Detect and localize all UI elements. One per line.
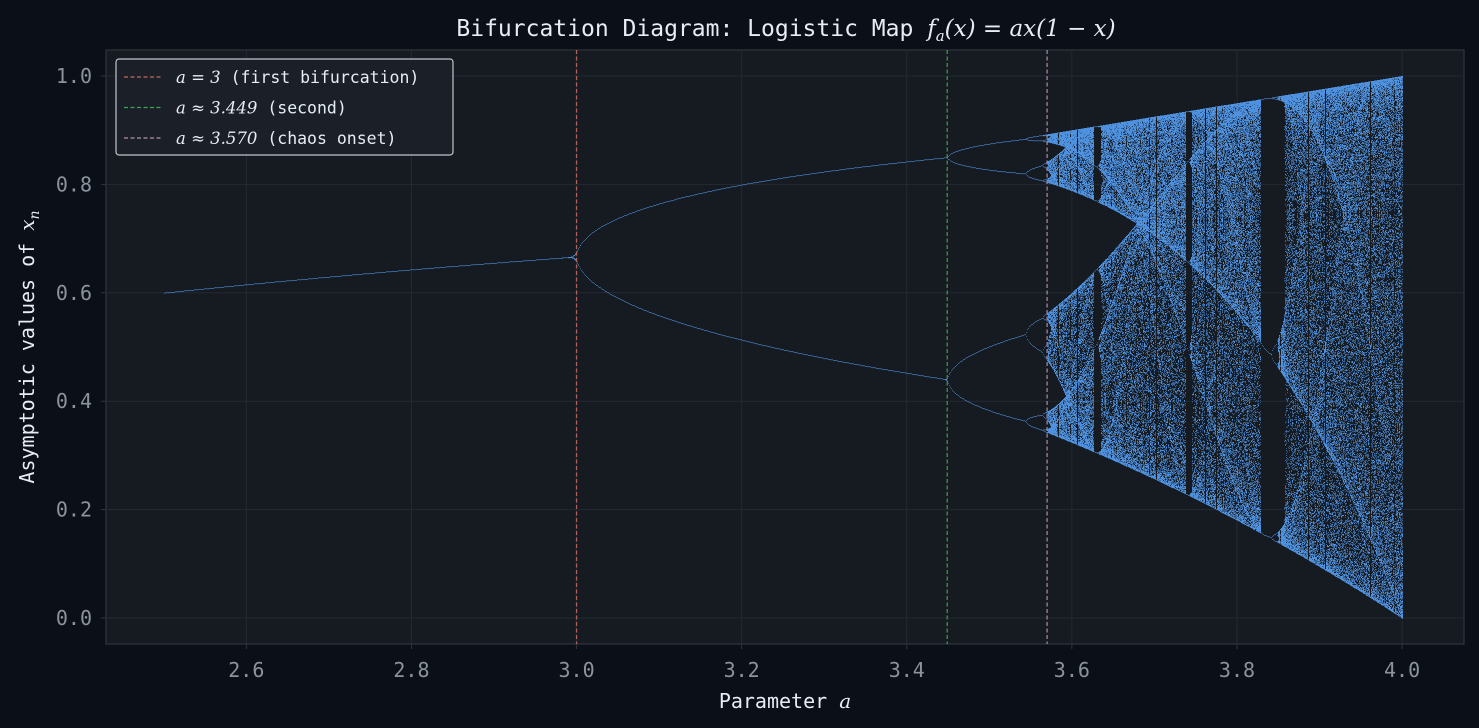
chart-title-math-rest: (x) = ax(1 − x) [945, 16, 1116, 42]
y-tick-label: 0.0 [56, 606, 92, 630]
x-axis-label-prefix: Parameter [719, 689, 839, 713]
x-tick-label: 3.2 [724, 658, 760, 682]
x-tick-label: 4.0 [1384, 658, 1420, 682]
chart-title-math: f [925, 16, 939, 42]
x-tick-label: 2.6 [228, 658, 264, 682]
reference-lines [575, 50, 1048, 644]
legend-label-1: a = 3 (first bifurcation) [176, 68, 419, 87]
chart-title: Bifurcation Diagram: Logistic Map fa(x) … [456, 16, 1115, 45]
y-axis-label-math-sub: n [27, 210, 43, 219]
y-tick-label: 1.0 [56, 64, 92, 88]
chart-title-prefix: Bifurcation Diagram: Logistic Map [456, 16, 927, 42]
x-tick-label: 3.8 [1219, 658, 1255, 682]
legend-label-text: (second) [257, 99, 346, 118]
chart-title-math-sub: a [936, 27, 945, 45]
legend-label-3: a ≈ 3.570 (chaos onset) [176, 129, 396, 148]
x-tick-label: 3.0 [558, 658, 594, 682]
y-tick-label: 0.8 [56, 172, 92, 196]
legend-label-text: (first bifurcation) [221, 68, 420, 87]
x-tick-label: 3.4 [889, 658, 925, 682]
x-axis-label-math: a [839, 689, 851, 713]
legend-box [115, 58, 454, 156]
legend-label-math: a = 3 [176, 68, 221, 87]
legend-label-math: a ≈ 3.570 [176, 129, 257, 148]
x-axis-label: Parameter a [719, 689, 851, 713]
x-tick-label: 3.6 [1054, 658, 1090, 682]
y-axis-label-prefix: Asymptotic values of [15, 231, 39, 484]
legend-label-math: a ≈ 3.449 [176, 99, 257, 118]
y-axis-label: Asymptotic values of xn [15, 210, 43, 483]
tick-labels: 2.6 2.8 3.0 3.2 3.4 3.6 3.8 4.0 0.0 0.2 0.4 0.6 0.8 1… [56, 64, 1420, 682]
legend-label-text: (chaos onset) [257, 129, 396, 148]
legend: a = 3 (first bifurcation) a ≈ 3.449 (seco… [115, 58, 454, 156]
legend-label-2: a ≈ 3.449 (second) [176, 99, 347, 118]
y-tick-label: 0.6 [56, 281, 92, 305]
y-axis-label-math: x [15, 219, 39, 230]
x-tick-label: 2.8 [393, 658, 429, 682]
y-tick-label: 0.2 [56, 498, 92, 522]
y-tick-label: 0.4 [56, 389, 92, 413]
